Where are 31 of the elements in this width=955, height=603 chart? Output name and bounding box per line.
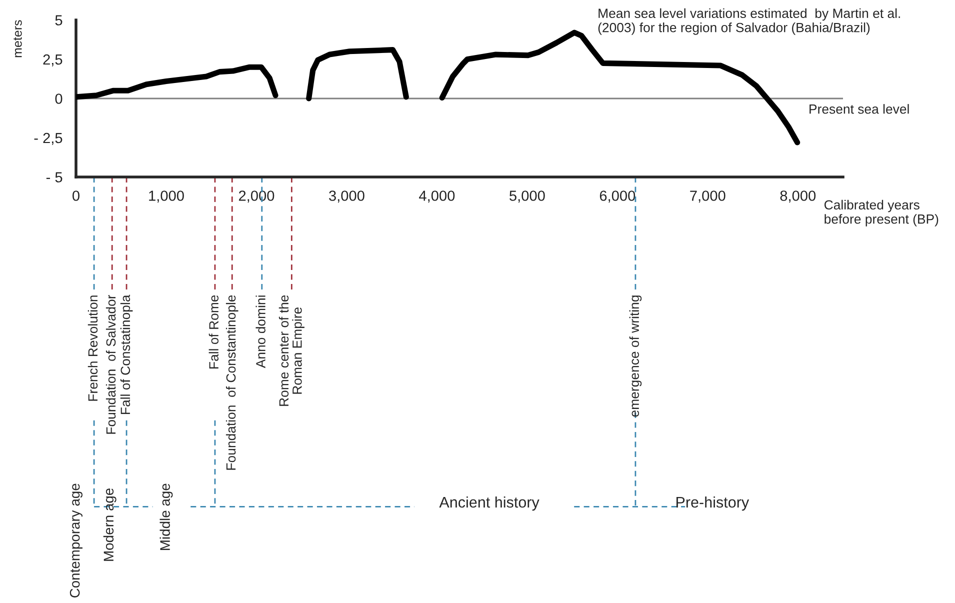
x-tick-label: 5,000 [510, 190, 545, 203]
ref-line-label: French Revolution [88, 296, 98, 401]
y-tick-label: 2,5 [43, 54, 62, 66]
y-tick-label: - 5 [46, 172, 62, 182]
y-tick-label: 5 [55, 15, 62, 26]
x-tick-label: 2,000 [238, 190, 274, 203]
text: Middle age [160, 484, 173, 550]
x-tick-label: 1,000 [149, 190, 184, 203]
text: Pre-history [676, 496, 750, 511]
text: Modern age [103, 488, 116, 561]
x-tick-label: 3,000 [329, 190, 364, 203]
ref-line-label: emergence of writing [629, 296, 642, 417]
ref-line-label: Fall of Constatinopla [120, 294, 133, 414]
chart-title: Mean sea level variations estimated by Martin et al. (2003) for the region of Salvador (Bahia/Brazil) [598, 8, 900, 35]
text: Ancient history [439, 496, 540, 511]
x-tick-label: 0 [72, 190, 80, 201]
x-tick-label: 7,000 [690, 190, 726, 203]
y-tick-label: - 2,5 [34, 132, 62, 145]
y-axis-title: meters [14, 20, 22, 58]
x-tick-label: 6,000 [600, 190, 636, 203]
ref-line-label: Anno domini [256, 296, 266, 368]
x-tick-label: 8,000 [780, 190, 816, 203]
ref-line-label: Rome center of the Roman Empire [278, 295, 304, 406]
ref-line-label: Foundation of Constantinople [226, 295, 238, 470]
ref-line-label: Present sea level [810, 104, 909, 114]
ref-line-label: Fall of Rome [208, 295, 219, 368]
x-tick-label: 4,000 [419, 190, 455, 203]
y-tick-label: 0 [55, 94, 62, 104]
text: Contemporary age [70, 484, 82, 598]
x-axis-title: Calibrated years before present (BP) [824, 200, 938, 226]
ref-line-label: Foundation of Salvador [106, 294, 116, 434]
